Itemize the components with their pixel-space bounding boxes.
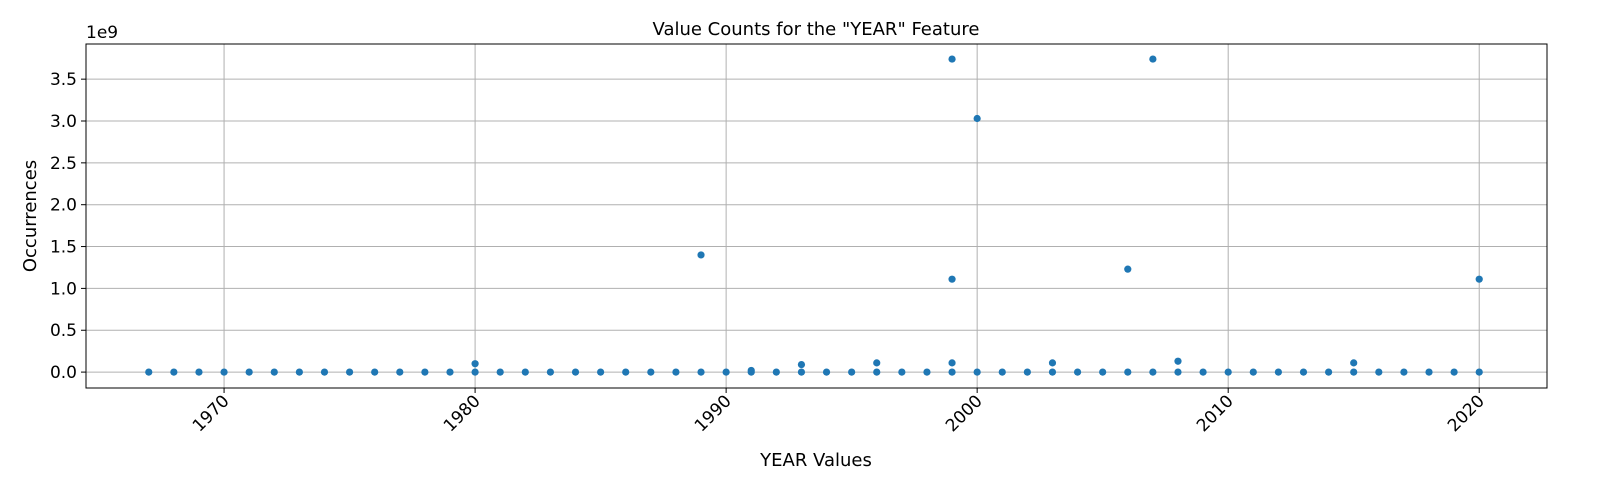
data-point bbox=[772, 368, 780, 376]
data-point bbox=[471, 360, 479, 368]
data-point bbox=[672, 368, 680, 376]
data-point bbox=[1048, 359, 1057, 367]
data-point bbox=[973, 114, 981, 123]
data-point bbox=[1174, 357, 1182, 365]
data-points bbox=[145, 55, 1483, 376]
data-point bbox=[1425, 368, 1433, 376]
data-point bbox=[722, 368, 730, 376]
y-tick-label: 2.0 bbox=[50, 196, 77, 216]
data-point bbox=[923, 368, 931, 376]
data-point bbox=[898, 368, 906, 376]
x-tick-label: 2010 bbox=[1193, 391, 1238, 436]
x-tick-label: 1970 bbox=[189, 391, 234, 436]
data-point bbox=[697, 251, 705, 259]
data-point bbox=[1249, 368, 1257, 376]
data-point bbox=[1375, 368, 1383, 376]
data-point bbox=[1350, 359, 1358, 367]
data-point bbox=[1325, 368, 1333, 376]
plot-frame bbox=[85, 43, 1548, 389]
data-point bbox=[948, 275, 956, 283]
data-point bbox=[446, 368, 454, 376]
x-axis-ticks: 1970 1980 1990 2000 2010 2020 bbox=[189, 388, 1489, 436]
x-tick-label: 1980 bbox=[440, 391, 485, 436]
data-point bbox=[521, 368, 529, 376]
data-point bbox=[571, 368, 580, 376]
chart-title: Value Counts for the "YEAR" Feature bbox=[653, 19, 980, 40]
data-point bbox=[622, 368, 630, 376]
y-axis-label: Occurrences bbox=[20, 160, 41, 272]
data-point bbox=[1475, 275, 1483, 283]
data-point bbox=[396, 368, 404, 376]
data-point bbox=[873, 359, 881, 367]
data-point bbox=[1023, 368, 1031, 376]
data-point bbox=[948, 359, 956, 367]
data-point bbox=[496, 368, 504, 376]
y-tick-label: 3.5 bbox=[50, 70, 77, 90]
x-tick-label: 2020 bbox=[1444, 391, 1489, 436]
data-point bbox=[471, 368, 479, 376]
y-tick-label: 0.0 bbox=[50, 363, 77, 383]
data-point bbox=[145, 368, 153, 376]
data-point bbox=[345, 368, 354, 376]
data-point bbox=[797, 368, 806, 376]
data-point bbox=[948, 368, 956, 376]
data-point bbox=[797, 360, 806, 369]
data-point bbox=[1149, 55, 1157, 63]
data-point bbox=[1224, 368, 1232, 376]
y-tick-label: 1.0 bbox=[50, 279, 77, 299]
data-point bbox=[1073, 368, 1082, 376]
data-point bbox=[421, 368, 429, 376]
data-point bbox=[1450, 368, 1458, 376]
data-point bbox=[848, 368, 856, 376]
x-tick-label: 2000 bbox=[942, 391, 987, 436]
data-point bbox=[1199, 368, 1207, 376]
data-point bbox=[1299, 368, 1308, 376]
data-point bbox=[546, 368, 555, 376]
data-point bbox=[1475, 368, 1483, 376]
data-point bbox=[1149, 368, 1157, 376]
data-point bbox=[873, 368, 881, 376]
data-point bbox=[170, 368, 178, 376]
grid-lines bbox=[86, 44, 1547, 388]
data-point bbox=[822, 368, 831, 376]
data-point bbox=[1099, 368, 1107, 376]
data-point bbox=[1124, 265, 1132, 273]
y-tick-label: 0.5 bbox=[50, 321, 77, 341]
data-point bbox=[1350, 368, 1358, 376]
data-point bbox=[1274, 368, 1282, 376]
data-point bbox=[998, 368, 1006, 376]
data-point bbox=[973, 368, 981, 376]
x-tick-label: 1990 bbox=[691, 391, 736, 436]
y-offset-label: 1e9 bbox=[86, 23, 118, 43]
data-point bbox=[320, 368, 329, 376]
y-tick-label: 3.0 bbox=[50, 112, 77, 132]
data-point bbox=[1048, 368, 1057, 376]
x-axis-label: YEAR Values bbox=[759, 450, 872, 471]
data-point bbox=[1124, 368, 1132, 376]
data-point bbox=[1174, 368, 1182, 376]
data-point bbox=[270, 368, 278, 376]
data-point bbox=[1400, 368, 1408, 376]
data-point bbox=[220, 368, 228, 376]
data-point bbox=[697, 368, 705, 376]
data-point bbox=[597, 368, 605, 376]
data-point bbox=[195, 368, 203, 376]
data-point bbox=[295, 368, 303, 376]
data-point bbox=[948, 55, 956, 63]
y-tick-label: 1.5 bbox=[50, 238, 77, 258]
data-point bbox=[647, 368, 655, 376]
data-point bbox=[371, 368, 379, 376]
y-tick-label: 2.5 bbox=[50, 154, 77, 174]
data-point bbox=[245, 368, 253, 376]
y-axis-ticks: 0.0 0.5 1.0 1.5 2.0 2.5 3.0 3.5 bbox=[50, 70, 86, 383]
data-point bbox=[747, 366, 755, 375]
